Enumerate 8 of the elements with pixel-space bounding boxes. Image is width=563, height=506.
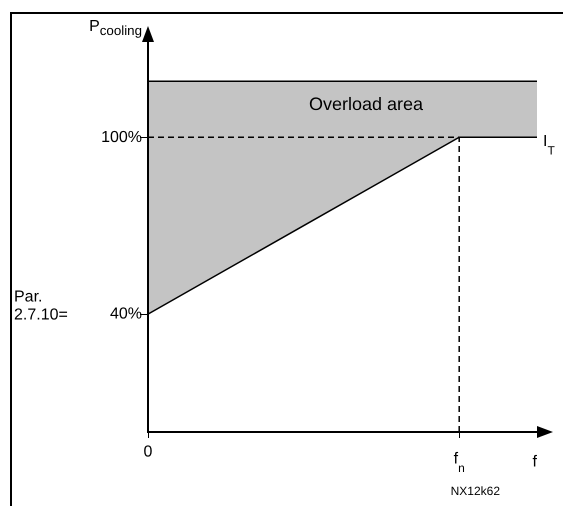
y-axis-title: P$_{cooling}$	[89, 18, 142, 40]
y-tick-label: 40%	[110, 306, 142, 323]
text: Par. 2.7.10=	[14, 288, 68, 324]
annotation: Overload area	[308, 94, 424, 114]
y-tick-label: 100%	[101, 128, 142, 146]
x-tick-label: 0	[144, 444, 153, 460]
x-axis-title: f	[532, 454, 538, 470]
text: NX12k62	[450, 484, 500, 498]
